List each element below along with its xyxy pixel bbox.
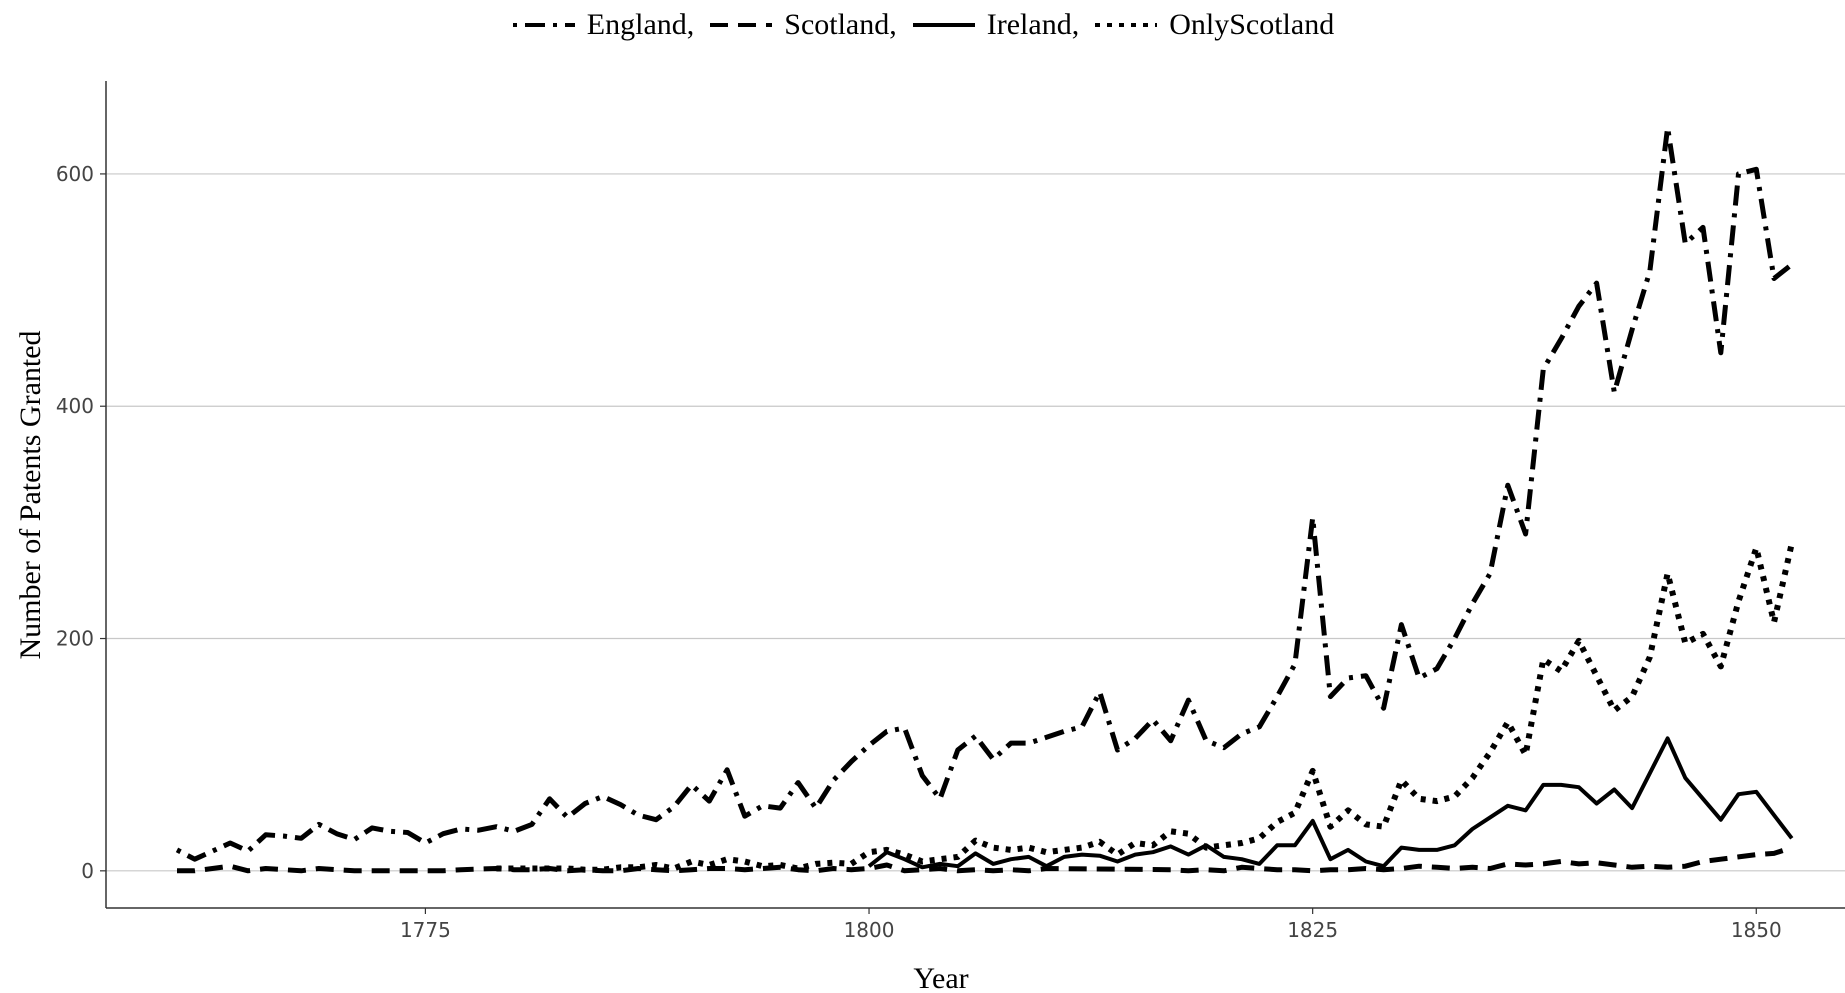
x-tick-label: 1775 bbox=[400, 918, 451, 942]
legend-item-ireland: Ireland, bbox=[911, 8, 1079, 42]
axis-ticks: 0 200 400 600 1775 1800 1825 1850 bbox=[56, 162, 1782, 942]
axes bbox=[105, 81, 1845, 909]
series-lines bbox=[175, 125, 1795, 874]
y-tick-label: 600 bbox=[56, 162, 94, 186]
legend-item-onlyscotland: OnlyScotland bbox=[1093, 8, 1334, 42]
y-tick-label: 200 bbox=[56, 627, 94, 651]
legend-item-scotland: Scotland, bbox=[708, 8, 897, 42]
legend-item-england: England, bbox=[511, 8, 694, 42]
y-axis-title: Number of Patents Granted bbox=[14, 330, 47, 659]
legend-label-scotland: Scotland, bbox=[784, 8, 897, 41]
legend-key-onlyscotland bbox=[1095, 23, 1158, 27]
legend-label-england: England, bbox=[586, 8, 695, 41]
legend-key-ireland bbox=[912, 23, 975, 27]
legend-key-scotland bbox=[710, 23, 773, 27]
legend-label-onlyscotland: OnlyScotland bbox=[1169, 8, 1335, 41]
x-tick-label: 1825 bbox=[1287, 918, 1338, 942]
x-tick-label: 1800 bbox=[844, 918, 895, 942]
series-line-ireland bbox=[867, 736, 1794, 870]
gridlines bbox=[106, 173, 1845, 872]
legend: England, Scotland, Ireland, OnlyScotland bbox=[0, 0, 1845, 50]
x-tick-label: 1850 bbox=[1731, 918, 1782, 942]
series-line-onlyscotland bbox=[496, 542, 1795, 873]
series-line-england bbox=[175, 125, 1794, 862]
y-tick-label: 400 bbox=[56, 394, 94, 418]
legend-key-england bbox=[512, 23, 575, 27]
legend-label-ireland: Ireland, bbox=[986, 8, 1080, 41]
y-tick-label: 0 bbox=[81, 859, 94, 883]
series-line-scotland bbox=[177, 845, 1793, 874]
x-axis-title: Year bbox=[913, 962, 968, 993]
